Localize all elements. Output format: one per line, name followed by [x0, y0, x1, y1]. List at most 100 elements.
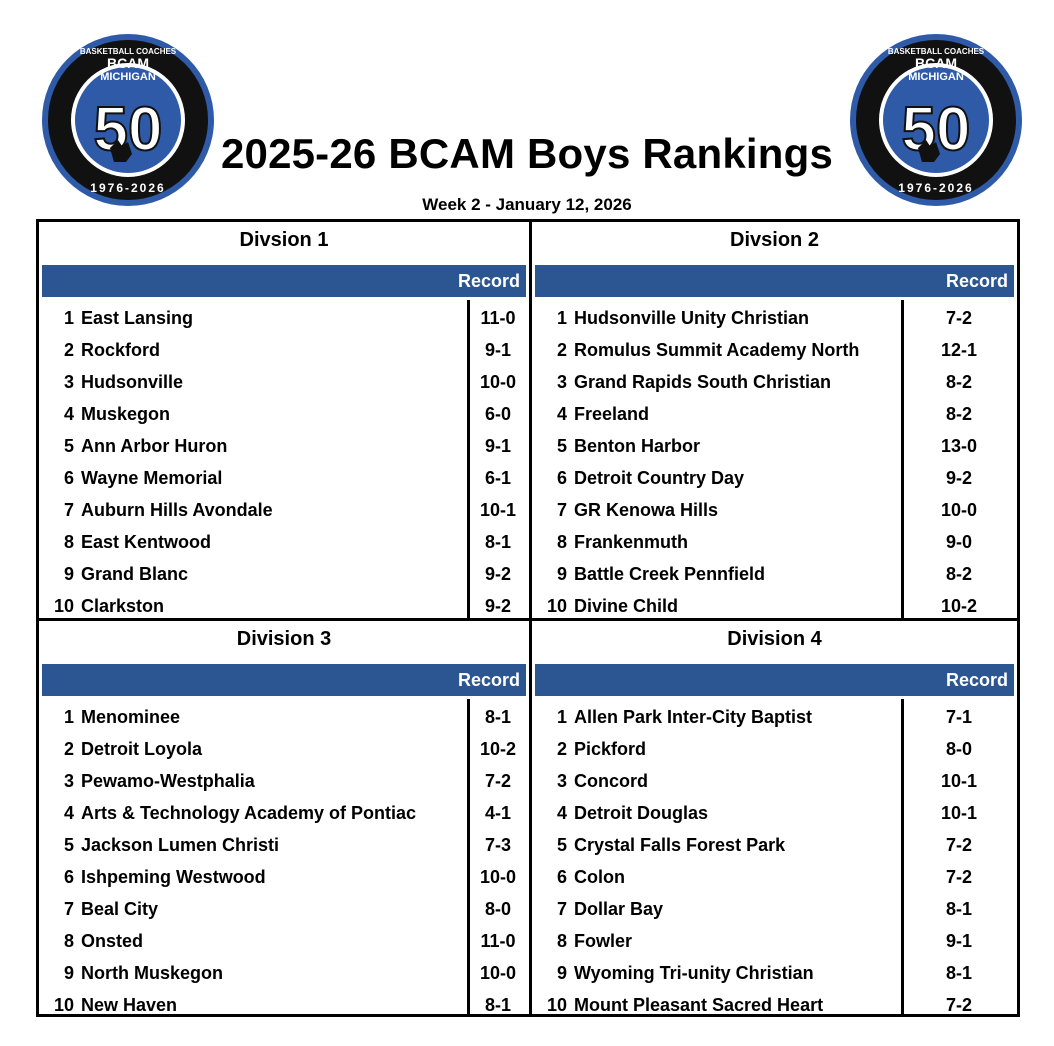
table-row: 4 Muskegon 6-0	[42, 398, 526, 430]
team-record: 10-0	[479, 867, 517, 887]
record-header-bar: Record	[535, 664, 1014, 696]
table-row: 6 Colon 7-2	[535, 861, 1014, 893]
team-name: Jackson Lumen Christi	[81, 835, 280, 855]
team-name: Menominee	[81, 707, 181, 727]
table-row: 1 East Lansing 11-0	[42, 302, 526, 334]
team-name: Beal City	[81, 899, 159, 919]
table-row: 3 Hudsonville 10-0	[42, 366, 526, 398]
table-row: 7 Auburn Hills Avondale 10-1	[42, 494, 526, 526]
table-row: 8 Onsted 11-0	[42, 925, 526, 957]
svg-text:BCAM: BCAM	[915, 55, 957, 71]
table-row: 2 Romulus Summit Academy North 12-1	[535, 334, 1014, 366]
page-title: 2025-26 BCAM Boys Rankings	[220, 130, 834, 177]
team-name: Mount Pleasant Sacred Heart	[574, 995, 824, 1015]
table-row: 5 Jackson Lumen Christi 7-3	[42, 829, 526, 861]
record-header-bar: Record	[535, 265, 1014, 297]
table-row: 3 Concord 10-1	[535, 765, 1014, 797]
division-title: Division 3	[39, 621, 529, 657]
column-divider	[467, 699, 470, 1014]
record-column-header: Record	[457, 670, 520, 690]
team-record: 8-1	[945, 963, 972, 983]
team-name: Grand Blanc	[81, 564, 189, 584]
team-name: Allen Park Inter-City Baptist	[574, 707, 813, 727]
team-name: Fowler	[574, 931, 633, 951]
team-name: Wayne Memorial	[81, 468, 223, 488]
column-divider	[901, 699, 904, 1014]
division-panel: Division 3 Record 1 Menominee 8-1 2 Detroit Lo…	[39, 621, 529, 1015]
table-row: 3 Pewamo-Westphalia 7-2	[42, 765, 526, 797]
table-row: 8 East Kentwood 8-1	[42, 526, 526, 558]
rank-number: 7	[556, 899, 567, 919]
rank-number: 10	[546, 596, 567, 616]
record-column-header: Record	[457, 271, 520, 291]
team-record: 8-1	[484, 707, 511, 727]
team-record: 10-0	[479, 372, 517, 392]
table-row: 4 Arts & Technology Academy of Pontiac 4-1	[42, 797, 526, 829]
team-record: 10-2	[479, 739, 517, 759]
table-row: 1 Menominee 8-1	[42, 701, 526, 733]
division-title: Divsion 1	[39, 222, 529, 258]
team-record: 9-0	[945, 532, 972, 552]
table-row: 5 Ann Arbor Huron 9-1	[42, 430, 526, 462]
team-record: 8-2	[945, 404, 972, 424]
team-name: Auburn Hills Avondale	[81, 500, 273, 520]
team-record: 10-1	[479, 500, 517, 520]
rank-number: 8	[63, 931, 74, 951]
table-row: 7 GR Kenowa Hills 10-0	[535, 494, 1014, 526]
team-list: 1 Menominee 8-1 2 Detroit Loyola 10-2 3 Pewamo-…	[42, 699, 526, 1015]
team-name: Hudsonville	[81, 372, 184, 392]
rank-number: 1	[63, 308, 74, 328]
team-name: Dollar Bay	[574, 899, 664, 919]
rank-number: 2	[63, 739, 74, 759]
team-record: 10-0	[940, 500, 978, 520]
rank-number: 4	[63, 803, 74, 823]
team-record: 7-1	[945, 707, 972, 727]
rank-number: 1	[63, 707, 74, 727]
team-list: 1 East Lansing 11-0 2 Rockford 9-1 3 Hudsonvill…	[42, 300, 526, 618]
table-row: 10 Divine Child 10-2	[535, 590, 1014, 622]
team-record: 4-1	[484, 803, 511, 823]
rank-number: 9	[63, 564, 74, 584]
team-record: 8-0	[945, 739, 972, 759]
team-record: 7-2	[945, 308, 972, 328]
table-row: 4 Freeland 8-2	[535, 398, 1014, 430]
team-name: Hudsonville Unity Christian	[574, 308, 810, 328]
svg-text:BASKETBALL COACHES: BASKETBALL COACHES	[80, 47, 177, 56]
record-column-header: Record	[945, 670, 1008, 690]
rankings-table: Divsion 1 Record 1 East Lansing 11-0 2 Rockfor…	[36, 219, 1020, 1017]
table-row: 7 Beal City 8-0	[42, 893, 526, 925]
rank-number: 1	[556, 308, 567, 328]
team-record: 8-1	[484, 995, 511, 1015]
team-name: Arts & Technology Academy of Pontiac	[81, 803, 417, 823]
division-title: Division 4	[532, 621, 1017, 657]
team-record: 10-1	[940, 771, 978, 791]
team-name: Benton Harbor	[574, 436, 700, 456]
rank-number: 10	[53, 995, 74, 1015]
team-name: Wyoming Tri-unity Christian	[574, 963, 814, 983]
table-row: 9 Wyoming Tri-unity Christian 8-1	[535, 957, 1014, 989]
team-list: 1 Allen Park Inter-City Baptist 7-1 2 Pickfo…	[535, 699, 1014, 1015]
table-row: 2 Rockford 9-1	[42, 334, 526, 366]
column-divider	[467, 300, 470, 618]
table-row: 1 Hudsonville Unity Christian 7-2	[535, 302, 1014, 334]
svg-text:MICHIGAN: MICHIGAN	[100, 71, 156, 83]
rank-number: 8	[556, 931, 567, 951]
rank-number: 4	[556, 404, 567, 424]
rank-number: 5	[63, 835, 74, 855]
team-record: 9-1	[484, 340, 511, 360]
rank-number: 6	[63, 468, 74, 488]
team-name: Rockford	[81, 340, 161, 360]
division-title: Divsion 2	[532, 222, 1017, 258]
team-name: Ann Arbor Huron	[81, 436, 228, 456]
column-divider	[901, 300, 904, 618]
record-header-bar: Record	[42, 664, 526, 696]
team-name: East Kentwood	[81, 532, 212, 552]
rank-number: 8	[63, 532, 74, 552]
table-row: 8 Frankenmuth 9-0	[535, 526, 1014, 558]
rank-number: 7	[63, 899, 74, 919]
svg-text:BCAM: BCAM	[107, 55, 149, 71]
table-row: 2 Detroit Loyola 10-2	[42, 733, 526, 765]
rank-number: 7	[63, 500, 74, 520]
team-name: Detroit Loyola	[81, 739, 203, 759]
rank-number: 3	[63, 771, 74, 791]
